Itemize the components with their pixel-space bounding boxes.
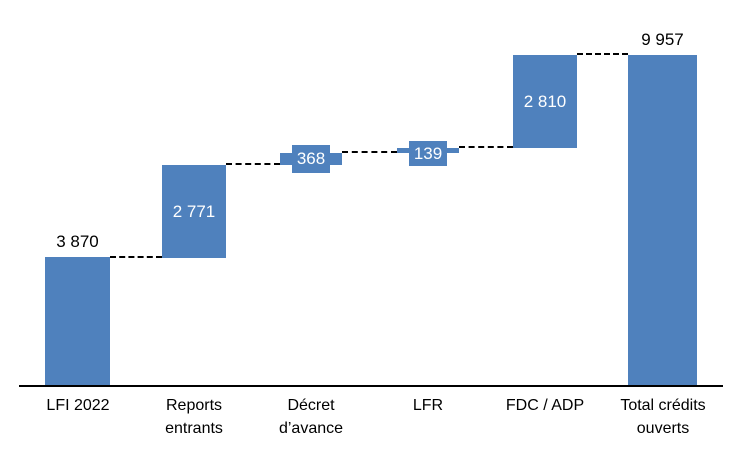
connector-line <box>342 151 397 153</box>
bar-fdc-adp: 2 810 <box>513 55 577 148</box>
x-axis-label-decret-davance: Décret d’avance <box>278 397 344 437</box>
x-axis-line <box>19 385 723 387</box>
value-label-badge: 368 <box>292 145 330 173</box>
bar-reports-entrants: 2 771 <box>162 165 226 258</box>
connector-line <box>226 163 280 165</box>
value-label: 9 957 <box>641 30 684 49</box>
bar-lfi-2022 <box>45 257 110 385</box>
x-axis-label-lfr: LFR <box>412 397 444 414</box>
x-axis-label-reports-entrants: Reports entrants <box>165 397 223 437</box>
x-axis-label-fdc-adp: FDC / ADP <box>505 397 585 414</box>
value-label: 368 <box>296 149 326 168</box>
value-label: 3 870 <box>56 232 99 251</box>
connector-line <box>577 53 628 55</box>
bar-total-credits-ouverts <box>628 55 697 385</box>
value-label: 2 771 <box>172 201 216 221</box>
connector-line <box>110 256 162 258</box>
value-label: 2 810 <box>523 91 567 111</box>
value-label: 139 <box>413 143 443 163</box>
value-label-badge: 139 <box>409 141 447 166</box>
x-axis-label-total-credits-ouverts: Total crédits ouverts <box>620 397 706 437</box>
connector-line <box>459 146 513 148</box>
x-axis-label-lfi-2022: LFI 2022 <box>46 397 110 414</box>
